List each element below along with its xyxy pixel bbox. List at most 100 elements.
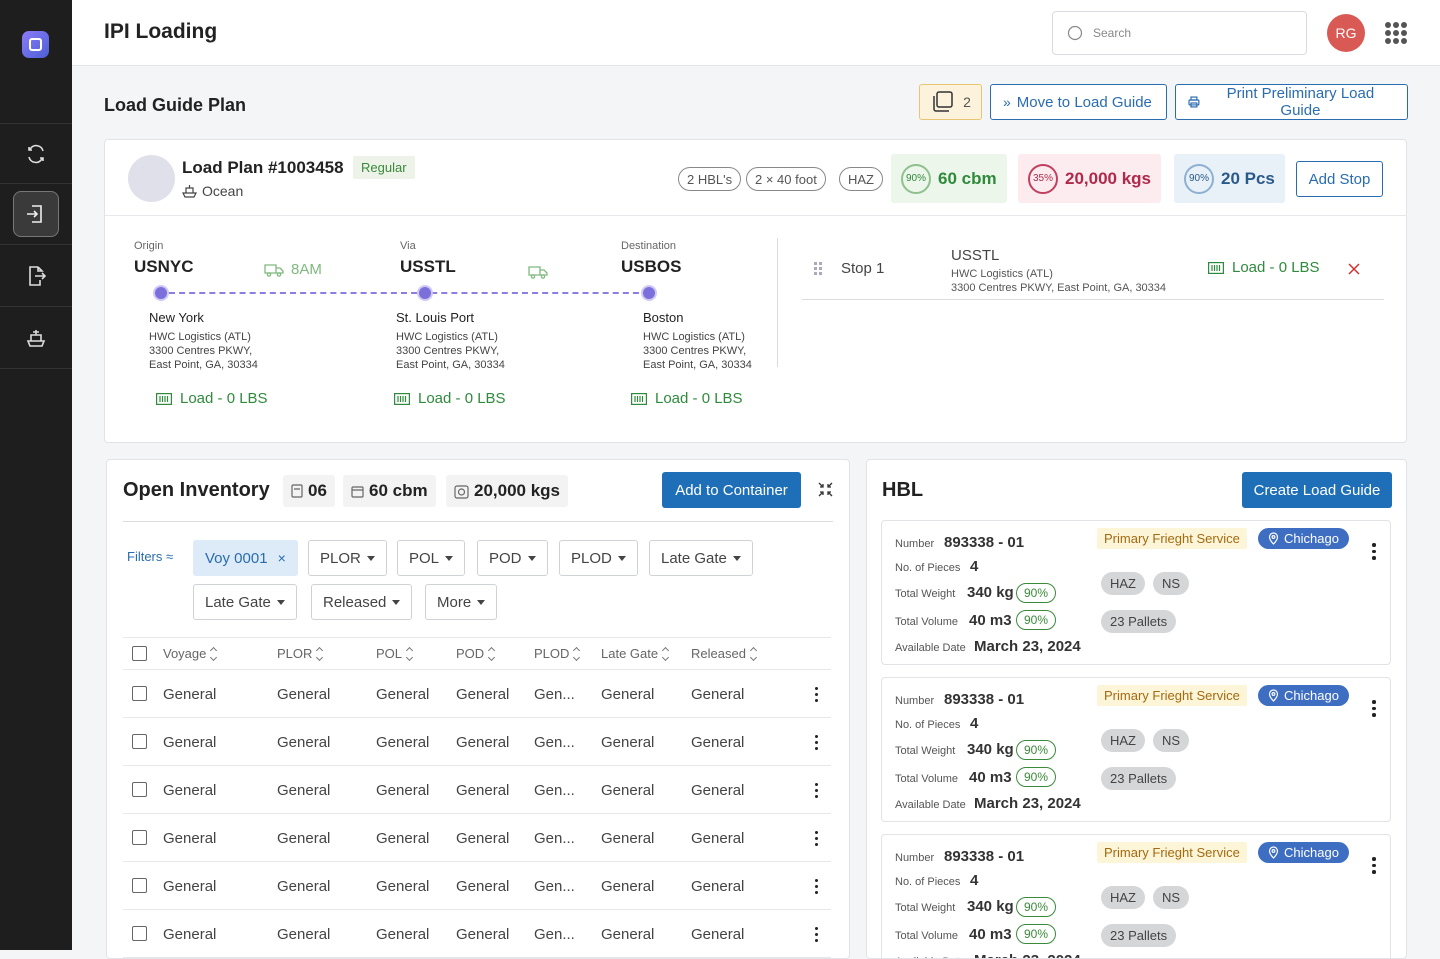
table-row[interactable]: General General General General Gen... Genera… [123, 814, 831, 862]
sort-icon [488, 646, 496, 661]
column-released[interactable]: Released [691, 646, 757, 661]
count-button[interactable]: 2 [919, 84, 982, 120]
column-pol[interactable]: POL [376, 646, 414, 661]
hbl-card[interactable]: Number 893338 - 01 No. of Pieces 4 Total Wei… [881, 834, 1391, 958]
via-code: USSTL [400, 257, 456, 276]
row-menu-icon[interactable] [815, 879, 819, 894]
plod-dropdown[interactable]: PLOD [559, 540, 638, 576]
voyage-filter-chip[interactable]: Voy 0001 × [193, 540, 298, 576]
table-cell: General [376, 830, 430, 847]
table-row[interactable]: General General General General Gen... Genera… [123, 718, 831, 766]
table-row[interactable]: General General General General Gen... Genera… [123, 670, 831, 718]
table-cell: Gen... [534, 686, 575, 703]
date-label: Available Date [895, 642, 966, 654]
route-line [169, 292, 649, 294]
table-cell: General [376, 734, 430, 751]
barcode-icon [156, 392, 172, 405]
late-gate-dropdown[interactable]: Late Gate [649, 540, 753, 576]
pod-dropdown[interactable]: POD [477, 540, 548, 576]
plan-mode: Ocean [182, 183, 243, 199]
service-tag: Primary Frieght Service [1097, 685, 1247, 706]
sidebar-item-ship[interactable] [0, 308, 72, 369]
file-export-icon [29, 266, 47, 286]
row-menu-icon[interactable] [815, 831, 819, 846]
sidebar-item-sync[interactable] [0, 123, 72, 184]
caret-down-icon [477, 599, 486, 605]
table-row[interactable]: General General General General Gen... Genera… [123, 910, 831, 958]
search-input[interactable] [1093, 26, 1283, 40]
select-all-checkbox[interactable] [132, 646, 147, 661]
user-avatar[interactable]: RG [1327, 14, 1365, 52]
table-cell: General [691, 830, 745, 847]
divider [123, 521, 833, 522]
app-logo[interactable] [22, 31, 49, 58]
row-menu-icon[interactable] [815, 783, 819, 798]
create-load-guide-button[interactable]: Create Load Guide [1242, 472, 1392, 508]
location-tag[interactable]: Chichago [1258, 685, 1349, 706]
table-row[interactable]: General General General General Gen... Genera… [123, 862, 831, 910]
column-late-gate[interactable]: Late Gate [601, 646, 670, 661]
row-checkbox[interactable] [132, 830, 147, 845]
sidebar [0, 0, 72, 950]
card-menu-icon[interactable] [1372, 857, 1376, 874]
row-checkbox[interactable] [132, 878, 147, 893]
late-gate-dropdown-2[interactable]: Late Gate [193, 584, 297, 620]
table-row[interactable]: General General General General Gen... Genera… [123, 766, 831, 814]
sidebar-item-export[interactable] [0, 246, 72, 307]
map-pin-icon [1268, 532, 1279, 545]
move-to-load-guide-button[interactable]: » Move to Load Guide [990, 84, 1167, 120]
plan-type-tag: Regular [353, 156, 415, 179]
print-label: Print Preliminary Load Guide [1226, 85, 1375, 119]
caret-down-icon [366, 555, 375, 561]
hbl-pieces: 4 [970, 872, 979, 889]
inventory-weight: 20,000 kgs [446, 475, 569, 507]
refresh-icon [28, 144, 44, 163]
hbl-card[interactable]: Number 893338 - 01 No. of Pieces 4 Total Wei… [881, 677, 1391, 822]
hbl-weight: 340 kg [967, 898, 1014, 915]
remove-chip-icon[interactable]: × [277, 550, 286, 566]
container-pill: 2 × 40 foot [746, 167, 826, 191]
card-menu-icon[interactable] [1372, 543, 1376, 560]
location-tag[interactable]: Chichago [1258, 528, 1349, 549]
card-menu-icon[interactable] [1372, 700, 1376, 717]
pol-dropdown[interactable]: POL [397, 540, 466, 576]
table-cell: General [456, 830, 510, 847]
row-menu-icon[interactable] [815, 735, 819, 750]
released-dropdown[interactable]: Released [311, 584, 413, 620]
sidebar-item-load-in[interactable] [0, 184, 72, 245]
sort-icon [405, 646, 414, 661]
hbl-card[interactable]: Number 893338 - 01 No. of Pieces 4 Total Wei… [881, 520, 1391, 665]
search-box[interactable] [1052, 11, 1307, 55]
row-checkbox[interactable] [132, 782, 147, 797]
apps-grid-icon[interactable] [1385, 22, 1407, 44]
print-load-guide-button[interactable]: Print Preliminary Load Guide [1175, 84, 1408, 120]
plor-dropdown[interactable]: PLOR [308, 540, 387, 576]
service-tag: Primary Frieght Service [1097, 528, 1247, 549]
origin-code: USNYC [134, 257, 194, 276]
destination-dot [641, 285, 657, 301]
row-menu-icon[interactable] [815, 927, 819, 942]
ship-icon [26, 330, 46, 347]
origin-address: HWC Logistics (ATL) 3300 Centres PKWY, Eas… [149, 331, 258, 371]
origin-dot [153, 285, 169, 301]
drag-handle-icon[interactable] [814, 262, 822, 275]
row-checkbox[interactable] [132, 926, 147, 941]
filters-link[interactable]: Filters ≈ [127, 549, 174, 564]
column-voyage[interactable]: Voyage [163, 646, 218, 661]
row-checkbox[interactable] [132, 686, 147, 701]
more-dropdown[interactable]: More [425, 584, 498, 620]
row-checkbox[interactable] [132, 734, 147, 749]
collapse-icon[interactable] [818, 482, 833, 497]
column-plod[interactable]: PLOD [534, 646, 581, 661]
weight-label: Total Weight [895, 588, 956, 600]
close-icon[interactable] [1348, 263, 1360, 275]
row-menu-icon[interactable] [815, 687, 819, 702]
add-stop-button[interactable]: Add Stop [1296, 161, 1383, 197]
location-tag[interactable]: Chichago [1258, 842, 1349, 863]
add-to-container-button[interactable]: Add to Container [662, 472, 801, 508]
column-pod[interactable]: POD [456, 646, 496, 661]
volume-pct-badge: 90% [1016, 924, 1057, 944]
via-city: St. Louis Port [396, 310, 475, 325]
table-cell: General [456, 782, 510, 799]
column-plor[interactable]: PLOR [277, 646, 324, 661]
